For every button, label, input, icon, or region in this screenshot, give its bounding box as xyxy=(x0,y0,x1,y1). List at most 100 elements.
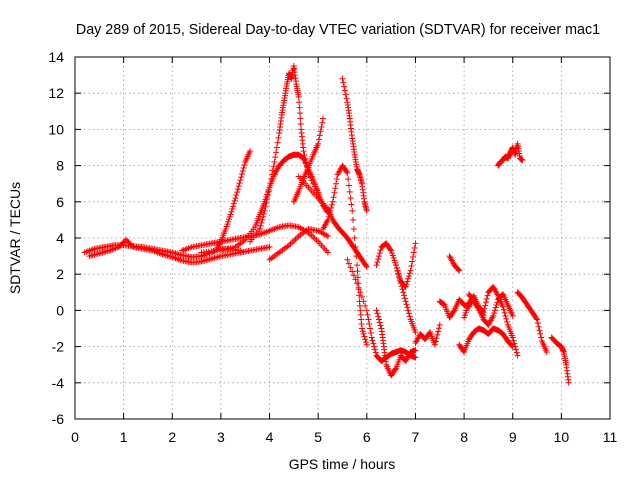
data-point xyxy=(271,158,278,165)
x-tick-label: 9 xyxy=(509,429,517,445)
data-point xyxy=(320,115,327,122)
data-point xyxy=(396,273,403,280)
y-tick-label: 10 xyxy=(48,121,64,137)
data-point xyxy=(301,152,308,159)
data-point xyxy=(307,174,314,181)
data-point xyxy=(491,307,498,314)
data-point xyxy=(534,320,541,327)
data-point xyxy=(375,316,382,323)
data-point xyxy=(360,330,367,337)
data-point xyxy=(319,119,326,126)
data-point xyxy=(233,192,240,199)
x-tick-label: 10 xyxy=(554,429,570,445)
data-point xyxy=(266,184,273,191)
data-point xyxy=(239,168,246,175)
data-point xyxy=(354,280,361,287)
x-tick-label: 0 xyxy=(71,429,79,445)
series-arc-23 xyxy=(514,289,550,356)
data-point xyxy=(565,379,572,386)
data-point xyxy=(297,120,304,127)
data-point xyxy=(260,213,267,220)
data-point xyxy=(344,169,351,176)
data-point xyxy=(315,140,322,147)
data-point xyxy=(247,148,254,155)
data-point xyxy=(229,206,236,213)
data-point xyxy=(367,330,374,337)
data-point xyxy=(362,336,369,343)
data-point xyxy=(375,256,382,263)
data-point xyxy=(371,346,378,353)
data-point xyxy=(328,204,335,211)
data-point xyxy=(377,322,384,329)
data-point xyxy=(237,177,244,184)
data-point xyxy=(406,313,413,320)
data-point xyxy=(231,197,238,204)
data-point xyxy=(363,339,370,346)
data-point xyxy=(332,185,339,192)
data-point xyxy=(407,267,414,274)
data-point xyxy=(365,316,372,323)
data-point xyxy=(455,266,462,273)
data-point xyxy=(543,349,550,356)
data-point xyxy=(492,304,499,311)
data-point xyxy=(409,258,416,265)
data-point xyxy=(260,210,267,217)
data-point xyxy=(313,186,320,193)
data-point xyxy=(339,75,346,82)
data-point xyxy=(352,276,359,283)
data-point xyxy=(494,299,501,306)
data-point xyxy=(343,168,350,175)
data-point xyxy=(370,340,377,347)
data-point xyxy=(256,225,263,232)
data-point xyxy=(509,334,516,341)
data-point xyxy=(327,207,334,214)
data-point xyxy=(502,312,509,319)
data-point xyxy=(405,275,412,282)
data-point xyxy=(329,198,336,205)
data-point xyxy=(363,207,370,214)
data-point xyxy=(328,201,335,208)
data-point xyxy=(512,343,519,350)
series-arc-16 xyxy=(412,321,443,348)
data-point xyxy=(519,157,526,164)
data-point xyxy=(348,201,355,208)
data-point xyxy=(511,340,518,347)
data-point xyxy=(258,219,265,226)
data-point xyxy=(359,328,366,335)
data-point xyxy=(375,253,382,260)
data-point xyxy=(345,176,352,183)
data-point xyxy=(264,196,271,203)
y-tick-label: -6 xyxy=(52,411,65,427)
data-point xyxy=(333,176,340,183)
data-point xyxy=(405,307,412,314)
data-point xyxy=(534,316,541,323)
data-point xyxy=(357,289,364,296)
data-point xyxy=(330,194,337,201)
data-point xyxy=(266,244,273,251)
data-point xyxy=(228,208,235,215)
data-point xyxy=(362,302,369,309)
series-arc-08 xyxy=(266,225,331,263)
x-tick-label: 7 xyxy=(412,429,420,445)
data-point xyxy=(510,337,517,344)
data-point xyxy=(364,311,371,318)
data-point xyxy=(395,270,402,277)
data-point xyxy=(273,149,280,156)
plot-frame xyxy=(74,56,611,420)
series-arc-21 xyxy=(465,291,516,328)
data-point xyxy=(308,177,315,184)
data-point xyxy=(331,189,338,196)
data-point xyxy=(350,216,357,223)
data-marks xyxy=(81,63,572,386)
series-arc-22 xyxy=(495,140,526,169)
series-arc-24 xyxy=(548,334,572,386)
data-point xyxy=(402,283,409,290)
data-point xyxy=(481,305,488,312)
data-point xyxy=(355,284,362,291)
data-point xyxy=(394,267,401,274)
data-point xyxy=(537,330,544,337)
data-point xyxy=(404,304,411,311)
x-tick-label: 3 xyxy=(217,429,225,445)
data-point xyxy=(261,207,268,214)
